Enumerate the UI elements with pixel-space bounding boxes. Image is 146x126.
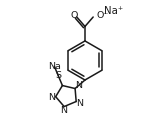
Text: N: N (76, 99, 83, 108)
Text: Na⁺: Na⁺ (104, 6, 123, 17)
Text: N: N (48, 92, 55, 102)
Text: O: O (70, 11, 78, 20)
Text: O⁻: O⁻ (97, 11, 109, 20)
Text: S: S (55, 71, 61, 80)
Text: Na: Na (48, 62, 61, 71)
Text: N: N (60, 106, 67, 115)
Text: N: N (75, 81, 82, 90)
